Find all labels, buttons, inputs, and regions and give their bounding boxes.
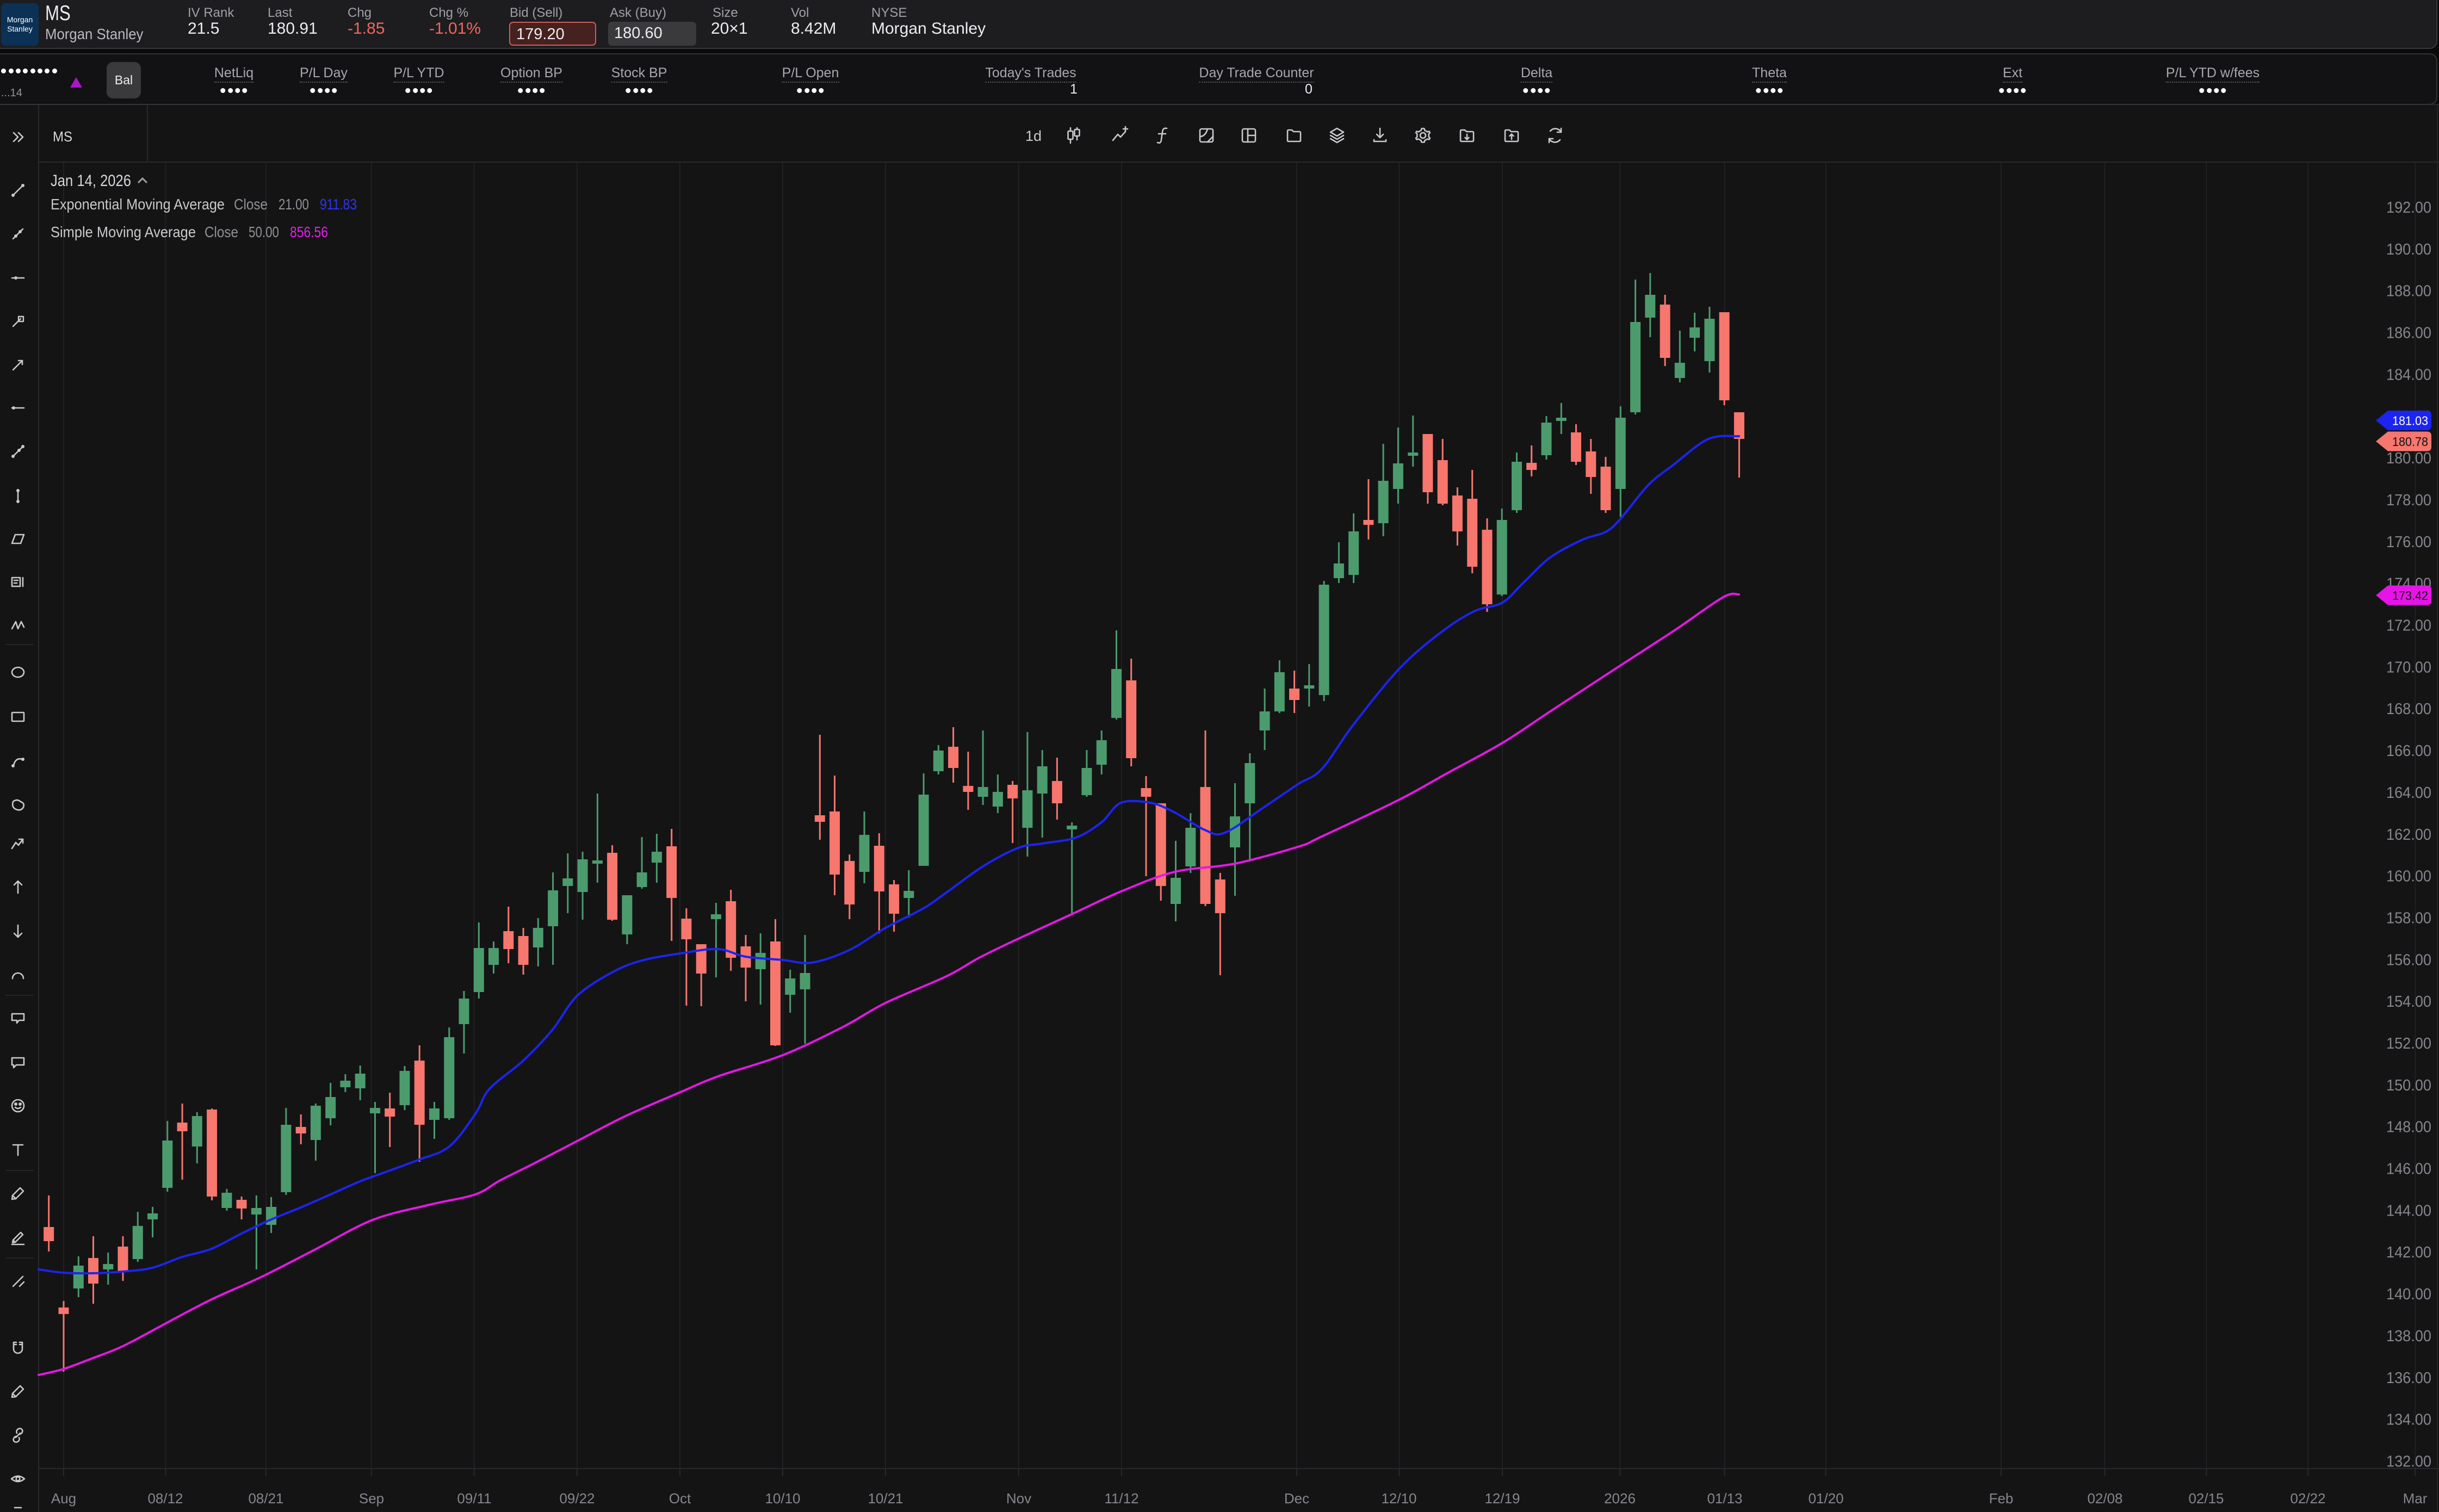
svg-text:136.00: 136.00	[2386, 1370, 2431, 1387]
svg-text:08/21: 08/21	[248, 1490, 283, 1507]
svg-text:176.00: 176.00	[2386, 534, 2431, 551]
svg-text:160.00: 160.00	[2386, 868, 2431, 885]
svg-text:168.00: 168.00	[2386, 701, 2431, 718]
svg-text:Feb: Feb	[1989, 1490, 2014, 1507]
svg-text:173.42: 173.42	[2392, 588, 2428, 603]
svg-text:10/21: 10/21	[868, 1490, 903, 1507]
svg-text:50.00: 50.00	[249, 224, 279, 240]
svg-text:01/13: 01/13	[1707, 1490, 1742, 1507]
svg-text:12/19: 12/19	[1484, 1490, 1520, 1507]
svg-text:172.00: 172.00	[2386, 617, 2431, 635]
svg-text:148.00: 148.00	[2386, 1119, 2431, 1136]
svg-text:Close: Close	[205, 224, 238, 240]
svg-text:Simple Moving Average: Simple Moving Average	[51, 224, 196, 240]
svg-text:146.00: 146.00	[2386, 1161, 2431, 1178]
svg-text:166.00: 166.00	[2386, 742, 2431, 760]
svg-text:181.03: 181.03	[2392, 414, 2428, 428]
svg-text:192.00: 192.00	[2386, 199, 2431, 216]
svg-text:1d: 1d	[1025, 128, 1042, 144]
svg-text:09/11: 09/11	[457, 1490, 491, 1507]
svg-text:152.00: 152.00	[2386, 1035, 2431, 1052]
svg-text:184.00: 184.00	[2386, 366, 2431, 383]
svg-text:144.00: 144.00	[2386, 1202, 2431, 1219]
svg-text:856.56: 856.56	[290, 224, 328, 240]
svg-text:02/22: 02/22	[2290, 1490, 2325, 1507]
svg-text:Aug: Aug	[51, 1490, 76, 1507]
svg-text:10/10: 10/10	[765, 1490, 800, 1507]
svg-text:150.00: 150.00	[2386, 1077, 2431, 1094]
svg-text:188.00: 188.00	[2386, 283, 2431, 300]
svg-text:Sep: Sep	[359, 1490, 384, 1507]
svg-text:140.00: 140.00	[2386, 1286, 2431, 1303]
svg-text:Jan 14, 2026: Jan 14, 2026	[51, 172, 131, 190]
svg-text:01/20: 01/20	[1808, 1490, 1843, 1507]
svg-text:Oct: Oct	[669, 1490, 691, 1507]
svg-text:190.00: 190.00	[2386, 241, 2431, 258]
svg-text:21.00: 21.00	[278, 196, 309, 213]
svg-text:08/12: 08/12	[147, 1490, 183, 1507]
svg-text:156.00: 156.00	[2386, 951, 2431, 969]
svg-text:Nov: Nov	[1006, 1490, 1031, 1507]
svg-text:162.00: 162.00	[2386, 826, 2431, 844]
svg-text:138.00: 138.00	[2386, 1328, 2431, 1345]
svg-text:178.00: 178.00	[2386, 492, 2431, 509]
svg-text:142.00: 142.00	[2386, 1244, 2431, 1261]
svg-text:134.00: 134.00	[2386, 1411, 2431, 1429]
svg-text:02/15: 02/15	[2188, 1490, 2224, 1507]
svg-text:180.00: 180.00	[2386, 450, 2431, 467]
svg-text:Exponential Moving Average: Exponential Moving Average	[51, 196, 225, 213]
svg-text:180.78: 180.78	[2392, 435, 2428, 449]
svg-text:132.00: 132.00	[2386, 1453, 2431, 1471]
svg-text:11/12: 11/12	[1104, 1490, 1138, 1507]
svg-text:Mar: Mar	[2403, 1490, 2428, 1507]
svg-text:158.00: 158.00	[2386, 909, 2431, 927]
svg-text:09/22: 09/22	[559, 1490, 595, 1507]
svg-text:MS: MS	[53, 128, 72, 145]
svg-text:2026: 2026	[1604, 1490, 1636, 1507]
svg-text:164.00: 164.00	[2386, 784, 2431, 802]
svg-text:154.00: 154.00	[2386, 993, 2431, 1011]
svg-text:186.00: 186.00	[2386, 325, 2431, 342]
svg-text:911.83: 911.83	[320, 196, 357, 213]
svg-text:Close: Close	[234, 196, 268, 213]
svg-text:12/10: 12/10	[1381, 1490, 1416, 1507]
svg-text:Dec: Dec	[1284, 1490, 1309, 1507]
svg-text:170.00: 170.00	[2386, 659, 2431, 676]
svg-text:02/08: 02/08	[2087, 1490, 2122, 1507]
